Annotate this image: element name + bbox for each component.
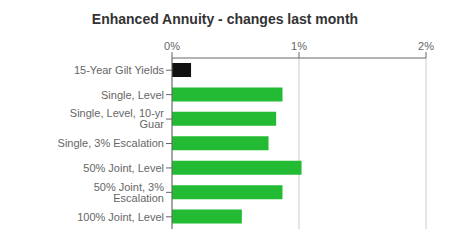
svg-text:1%: 1% [291, 40, 307, 52]
svg-text:Single, Level: Single, Level [101, 89, 164, 101]
svg-text:Single, Level, 10-yrGuar: Single, Level, 10-yrGuar [70, 107, 164, 130]
svg-text:50% Joint, Level: 50% Joint, Level [83, 162, 164, 174]
svg-text:100% Joint, Level: 100% Joint, Level [77, 211, 164, 223]
svg-text:2%: 2% [418, 40, 434, 52]
svg-text:Single, 3% Escalation: Single, 3% Escalation [58, 137, 164, 149]
svg-text:15-Year Gilt Yields: 15-Year Gilt Yields [74, 64, 165, 76]
svg-text:0%: 0% [164, 40, 180, 52]
svg-text:50% Joint, 3%Escalation: 50% Joint, 3%Escalation [94, 181, 165, 204]
html-text:Enhanced Annuity - changes las: Enhanced Annuity - changes last month [91, 11, 359, 27]
